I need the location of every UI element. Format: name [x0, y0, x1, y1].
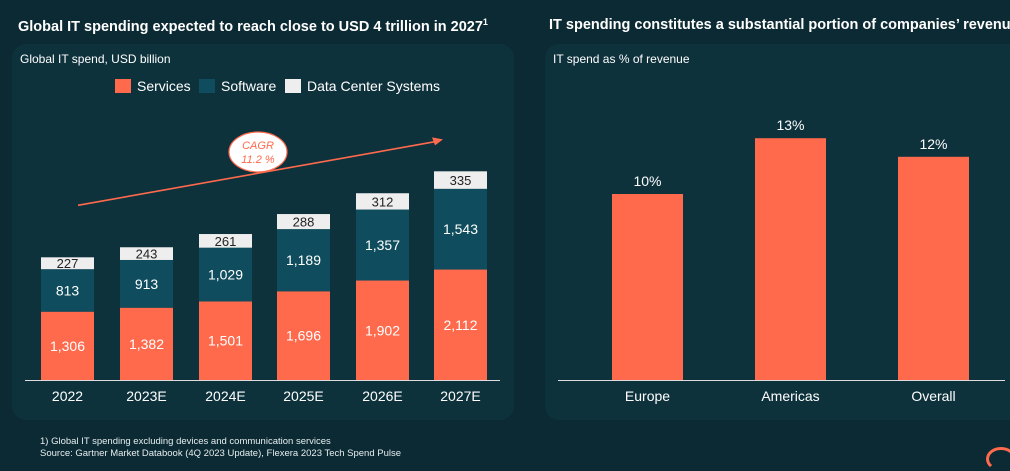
- bar-2-1: [120, 247, 173, 260]
- right-x-tick-0: Europe: [625, 388, 670, 404]
- right-bar-0: [612, 194, 683, 380]
- bar-label-0-4: 1,902: [365, 322, 400, 338]
- x-tick-5: 2027E: [440, 388, 480, 404]
- bar-2-4: [356, 193, 409, 210]
- bar-0-1: [120, 307, 173, 380]
- bar-2-2: [199, 234, 252, 248]
- bar-label-1-4: 1,357: [365, 237, 400, 253]
- bar-2-0: [41, 257, 94, 270]
- bar-0-4: [356, 280, 409, 380]
- bar-label-2-0: 227: [57, 256, 79, 271]
- bar-1-5: [434, 188, 487, 270]
- bar-label-0-5: 2,112: [444, 317, 478, 333]
- right-bar-label-2: 12%: [919, 136, 947, 152]
- left-chart-subtitle: Global IT spend, USD billion: [20, 52, 171, 66]
- x-tick-2: 2024E: [205, 388, 245, 404]
- x-tick-3: 2025E: [283, 388, 323, 404]
- footnote-source: Source: Gartner Market Databook (4Q 2023…: [40, 448, 402, 459]
- x-tick-4: 2026E: [362, 388, 402, 404]
- bar-1-2: [199, 247, 252, 302]
- x-tick-0: 2022: [52, 388, 83, 404]
- right-bar-2: [898, 156, 969, 380]
- legend-swatch-1: [199, 79, 215, 93]
- cagr-arrow-line: [77, 140, 438, 207]
- right-chart-subtitle: IT spend as % of revenue: [553, 52, 690, 66]
- bar-label-2-5: 335: [450, 173, 472, 188]
- bar-label-0-0: 1,306: [50, 338, 85, 354]
- right-chart-title: IT spending constitutes a substantial po…: [549, 17, 1010, 33]
- bar-label-0-1: 1,382: [129, 336, 164, 352]
- bar-1-1: [120, 259, 173, 308]
- bar-2-3: [277, 214, 330, 230]
- bar-label-0-2: 1,501: [208, 333, 243, 349]
- bar-1-3: [277, 229, 330, 292]
- bar-2-5: [434, 171, 487, 189]
- bar-label-1-2: 1,029: [208, 267, 243, 283]
- right-bar-1: [755, 138, 826, 380]
- bar-label-1-0: 813: [56, 282, 80, 298]
- bar-1-4: [356, 209, 409, 281]
- cagr-bubble: [228, 131, 288, 173]
- bar-1-0: [41, 269, 94, 312]
- legend-label-1: Software: [221, 78, 276, 94]
- cagr-label: CAGR: [242, 140, 274, 152]
- cagr-arrow-head-icon: [432, 137, 443, 146]
- right-x-tick-1: Americas: [761, 388, 819, 404]
- legend-label-0: Services: [137, 78, 191, 94]
- right-bar-label-1: 13%: [776, 117, 804, 133]
- bar-label-2-3: 288: [293, 215, 315, 230]
- bar-label-2-4: 312: [372, 194, 394, 209]
- bar-label-0-3: 1,696: [286, 328, 321, 344]
- legend-swatch-2: [285, 79, 301, 93]
- left-chart-title: Global IT spending expected to reach clo…: [18, 17, 488, 35]
- brand-logo-icon: [986, 447, 1010, 471]
- bar-0-3: [277, 291, 330, 380]
- bar-label-2-1: 243: [136, 247, 158, 262]
- x-tick-1: 2023E: [126, 388, 166, 404]
- legend-label-2: Data Center Systems: [307, 78, 440, 94]
- bar-label-1-3: 1,189: [286, 252, 321, 268]
- cagr-value: 11.2 %: [241, 154, 275, 166]
- left-chart-panel: [12, 44, 514, 420]
- bar-0-0: [41, 311, 94, 380]
- right-x-tick-2: Overall: [911, 388, 955, 404]
- bar-0-5: [434, 269, 487, 380]
- legend-swatch-0: [115, 79, 131, 93]
- right-bar-label-0: 10%: [633, 173, 661, 189]
- footnote-1: 1) Global IT spending excluding devices …: [40, 436, 331, 447]
- bar-label-2-2: 261: [215, 234, 237, 249]
- bar-0-2: [199, 301, 252, 380]
- bar-label-1-5: 1,543: [443, 221, 478, 237]
- bar-label-1-1: 913: [135, 276, 159, 292]
